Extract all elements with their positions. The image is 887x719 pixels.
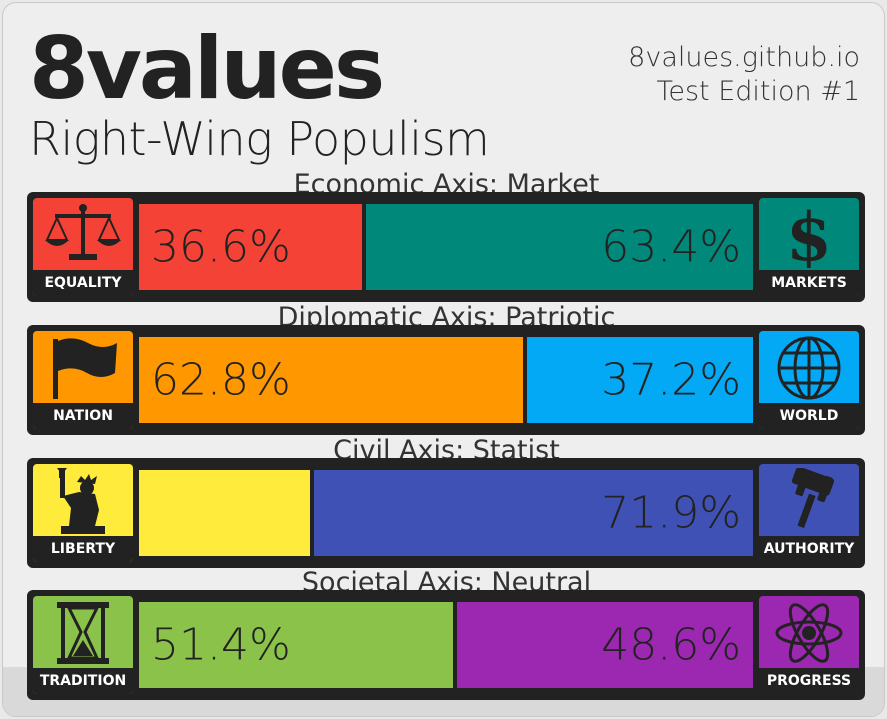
svg-text:$: $ <box>786 202 832 268</box>
nation-label: NATION <box>33 403 133 429</box>
nation-panel: NATION <box>33 331 133 429</box>
progress-bar: 48.6% <box>456 602 753 688</box>
liberty-label: LIBERTY <box>33 536 133 562</box>
equality-label: EQUALITY <box>33 270 133 296</box>
diplomatic-axis-row: NATION 62.8% 37.2% WORLD <box>27 325 865 435</box>
authority-panel: AUTHORITY <box>759 464 859 562</box>
world-bar: 37.2% <box>526 337 753 423</box>
dollar-icon: $ <box>786 202 832 268</box>
globe-icon <box>777 336 841 400</box>
atom-icon <box>775 603 843 663</box>
nation-percent: 62.8% <box>151 354 291 406</box>
equality-percent: 36.6% <box>151 221 291 273</box>
flag-icon <box>53 338 117 399</box>
markets-label: MARKETS <box>759 270 859 296</box>
nation-bar: 62.8% <box>139 337 523 423</box>
liberty-bar <box>139 470 310 556</box>
progress-percent: 48.6% <box>601 619 741 671</box>
authority-label: AUTHORITY <box>759 536 859 562</box>
tradition-label: TRADITION <box>33 668 133 694</box>
app-logo: 8values <box>29 19 385 119</box>
tradition-percent: 51.4% <box>151 619 291 671</box>
statue-of-liberty-icon <box>57 468 105 534</box>
site-url: 8values.github.io <box>628 42 860 73</box>
authority-percent: 71.9% <box>601 487 741 539</box>
markets-percent: 63.4% <box>601 221 741 273</box>
markets-panel: $ MARKETS <box>759 198 859 296</box>
progress-label: PROGRESS <box>759 668 859 694</box>
test-edition: Test Edition #1 <box>656 76 860 107</box>
ideology-title: Right-Wing Populism <box>29 112 490 166</box>
authority-bar: 71.9% <box>313 470 753 556</box>
markets-bar: 63.4% <box>365 204 753 290</box>
world-percent: 37.2% <box>601 354 741 406</box>
world-panel: WORLD <box>759 331 859 429</box>
liberty-panel: LIBERTY <box>33 464 133 562</box>
gavel-icon <box>791 468 835 529</box>
progress-panel: PROGRESS <box>759 596 859 694</box>
hourglass-icon <box>57 602 109 664</box>
societal-axis-row: TRADITION 51.4% 48.6% PROGRESS <box>27 590 865 700</box>
civil-axis-row: LIBERTY 71.9% AUTHORITY <box>27 458 865 568</box>
equality-bar: 36.6% <box>139 204 362 290</box>
scales-icon <box>45 204 121 260</box>
tradition-panel: TRADITION <box>33 596 133 694</box>
equality-panel: EQUALITY <box>33 198 133 296</box>
economic-axis-row: EQUALITY 36.6% 63.4% $ MARKETS <box>27 192 865 302</box>
world-label: WORLD <box>759 403 859 429</box>
tradition-bar: 51.4% <box>139 602 453 688</box>
